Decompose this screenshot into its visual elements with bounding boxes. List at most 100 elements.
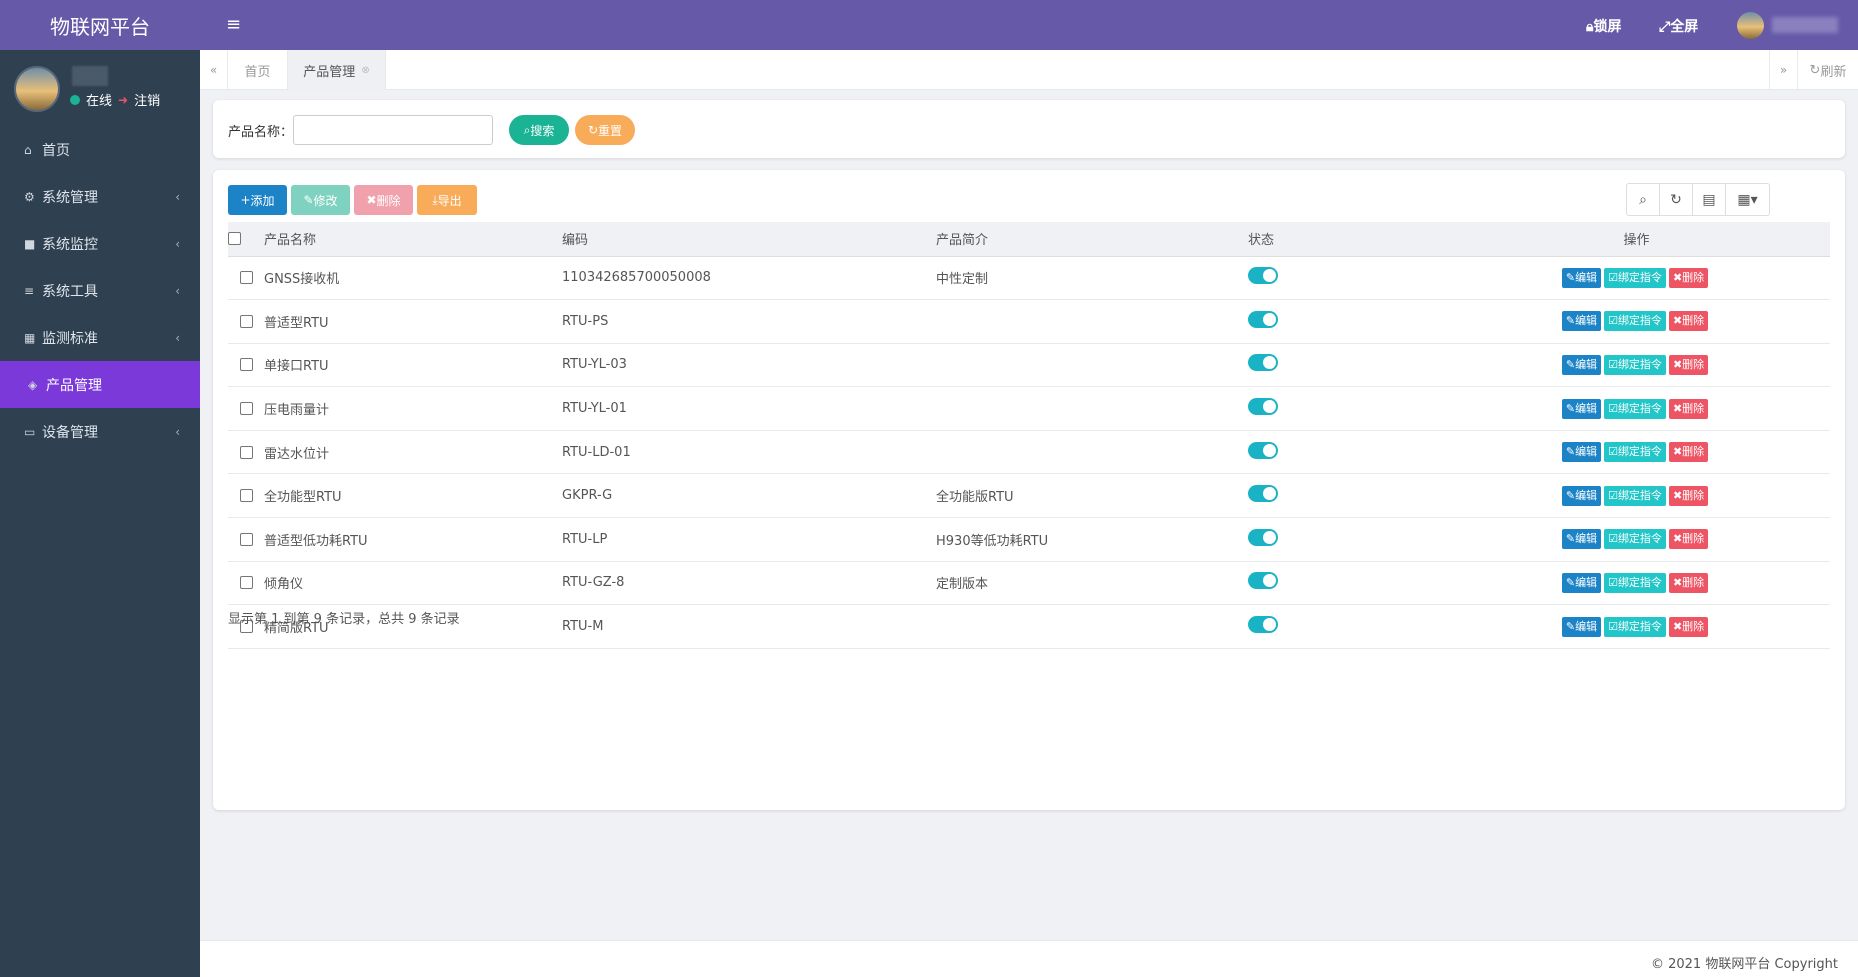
- cell-desc: [936, 386, 1248, 431]
- row-checkbox[interactable]: [239, 445, 253, 459]
- user-avatar[interactable]: [14, 66, 60, 112]
- tab-product-management[interactable]: 产品管理 ⊗: [288, 50, 386, 90]
- tabs-scroll-right-icon[interactable]: »: [1769, 50, 1797, 90]
- toggle-view-icon[interactable]: ▤: [1693, 184, 1726, 215]
- row-delete-button[interactable]: ✖删除: [1668, 485, 1709, 506]
- search-icon[interactable]: ⌕: [1627, 184, 1660, 215]
- row-bind-label: 绑定指令: [1617, 314, 1662, 328]
- row-delete-button[interactable]: ✖删除: [1668, 267, 1709, 288]
- reset-button[interactable]: ↻ 重置: [575, 115, 635, 145]
- table-row[interactable]: 压电雨量计 RTU-YL-01 ✎编辑 ☑绑定指令 ✖删除: [228, 386, 1830, 431]
- status-toggle[interactable]: [1248, 616, 1278, 634]
- row-bind-command-button[interactable]: ☑绑定指令: [1604, 616, 1666, 637]
- logout-icon[interactable]: ➜: [118, 92, 129, 107]
- status-toggle[interactable]: [1248, 485, 1278, 503]
- add-button[interactable]: + 添加: [228, 185, 287, 215]
- row-edit-button[interactable]: ✎编辑: [1561, 354, 1602, 375]
- row-checkbox[interactable]: [239, 489, 253, 503]
- chevron-left-icon: ‹: [175, 330, 180, 345]
- row-delete-button[interactable]: ✖删除: [1668, 311, 1709, 332]
- logout-link[interactable]: 注销: [134, 94, 161, 109]
- row-delete-button[interactable]: ✖删除: [1668, 398, 1709, 419]
- row-checkbox[interactable]: [239, 532, 253, 546]
- column-header-desc[interactable]: 产品简介: [936, 222, 1248, 257]
- status-toggle[interactable]: [1248, 398, 1278, 416]
- sidebar-item-product-management[interactable]: ◈ 产品管理: [0, 361, 200, 408]
- edit-icon: ✎: [303, 193, 314, 207]
- row-delete-button[interactable]: ✖删除: [1668, 529, 1709, 550]
- row-edit-button[interactable]: ✎编辑: [1561, 398, 1602, 419]
- row-edit-button[interactable]: ✎编辑: [1561, 616, 1602, 637]
- row-checkbox[interactable]: [239, 271, 253, 285]
- table-row[interactable]: 雷达水位计 RTU-LD-01 ✎编辑 ☑绑定指令 ✖删除: [228, 430, 1830, 475]
- table-row[interactable]: GNSS接收机 110342685700050008 中性定制 ✎编辑 ☑绑定指令 ✖删除: [228, 256, 1830, 301]
- row-edit-button[interactable]: ✎编辑: [1561, 267, 1602, 288]
- lock-screen-button[interactable]: 🔒︎锁屏: [1586, 16, 1621, 36]
- row-edit-button[interactable]: ✎编辑: [1561, 485, 1602, 506]
- sidebar-item-system-tools[interactable]: ≡ 系统工具 ‹: [0, 267, 200, 314]
- product-name-input[interactable]: [293, 115, 493, 145]
- cell-code: RTU-YL-01: [562, 386, 936, 431]
- header-avatar[interactable]: [1737, 12, 1764, 39]
- row-edit-button[interactable]: ✎编辑: [1561, 529, 1602, 550]
- row-checkbox[interactable]: [239, 314, 253, 328]
- edit-button[interactable]: ✎ 修改: [291, 185, 350, 215]
- row-bind-command-button[interactable]: ☑绑定指令: [1604, 572, 1666, 593]
- close-icon[interactable]: ⊗: [361, 64, 370, 76]
- row-delete-button[interactable]: ✖删除: [1668, 442, 1709, 463]
- row-checkbox[interactable]: [239, 402, 253, 416]
- table-row[interactable]: 普适型低功耗RTU RTU-LP H930等低功耗RTU ✎编辑 ☑绑定指令 ✖删除: [228, 517, 1830, 562]
- row-checkbox[interactable]: [239, 620, 253, 634]
- row-bind-command-button[interactable]: ☑绑定指令: [1604, 267, 1666, 288]
- row-delete-button[interactable]: ✖删除: [1668, 572, 1709, 593]
- row-delete-button[interactable]: ✖删除: [1668, 616, 1709, 637]
- status-toggle[interactable]: [1248, 354, 1278, 372]
- row-bind-command-button[interactable]: ☑绑定指令: [1604, 311, 1666, 332]
- search-button[interactable]: ⌕ 搜索: [509, 115, 569, 145]
- row-checkbox[interactable]: [239, 576, 253, 590]
- column-header-status[interactable]: 状态: [1248, 222, 1443, 257]
- table-row[interactable]: 单接口RTU RTU-YL-03 ✎编辑 ☑绑定指令 ✖删除: [228, 343, 1830, 388]
- pagination-info: 显示第 1 到第 9 条记录，总共 9 条记录: [228, 612, 460, 627]
- status-toggle[interactable]: [1248, 572, 1278, 590]
- menu-toggle-icon[interactable]: ≡: [226, 14, 242, 35]
- app-brand: 物联网平台: [0, 0, 200, 50]
- export-button[interactable]: ⤓ 导出: [417, 185, 477, 215]
- row-bind-command-button[interactable]: ☑绑定指令: [1604, 354, 1666, 375]
- header-user-name-blurred[interactable]: [1772, 17, 1838, 33]
- tabs-scroll-left-icon[interactable]: «: [200, 50, 228, 90]
- delete-button[interactable]: ✖ 删除: [354, 185, 413, 215]
- table-row[interactable]: 普适型RTU RTU-PS ✎编辑 ☑绑定指令 ✖删除: [228, 299, 1830, 344]
- sidebar-item-monitor-standard[interactable]: ▦ 监测标准 ‹: [0, 314, 200, 361]
- fullscreen-button[interactable]: ⤢全屏: [1659, 16, 1698, 36]
- status-toggle[interactable]: [1248, 528, 1278, 546]
- row-edit-button[interactable]: ✎编辑: [1561, 572, 1602, 593]
- row-bind-command-button[interactable]: ☑绑定指令: [1604, 442, 1666, 463]
- refresh-tab-button[interactable]: ↻ 刷新: [1797, 50, 1858, 90]
- row-bind-command-button[interactable]: ☑绑定指令: [1604, 485, 1666, 506]
- select-all-checkbox[interactable]: [228, 232, 241, 246]
- row-edit-button[interactable]: ✎编辑: [1561, 442, 1602, 463]
- table-row[interactable]: 全功能型RTU GKPR-G 全功能版RTU ✎编辑 ☑绑定指令 ✖删除: [228, 473, 1830, 519]
- refresh-icon[interactable]: ↻: [1660, 184, 1693, 215]
- sidebar-item-system-management[interactable]: ⚙ 系统管理 ‹: [0, 173, 200, 220]
- sidebar-item-home[interactable]: ⌂ 首页: [0, 126, 200, 173]
- table-row[interactable]: 倾角仪 RTU-GZ-8 定制版本 ✎编辑 ☑绑定指令 ✖删除: [228, 561, 1830, 606]
- column-header-name[interactable]: 产品名称: [264, 222, 562, 257]
- row-bind-command-button[interactable]: ☑绑定指令: [1604, 529, 1666, 550]
- table-row[interactable]: 精简版RTU RTU-M ✎编辑 ☑绑定指令 ✖删除: [228, 604, 1830, 649]
- sidebar-item-device-management[interactable]: ▭ 设备管理 ‹: [0, 408, 200, 455]
- status-toggle[interactable]: [1248, 441, 1278, 459]
- tab-home[interactable]: 首页: [228, 50, 288, 90]
- status-toggle[interactable]: [1248, 267, 1278, 285]
- edit-icon: ✎: [1565, 575, 1576, 589]
- row-bind-command-button[interactable]: ☑绑定指令: [1604, 398, 1666, 419]
- status-toggle[interactable]: [1248, 310, 1278, 328]
- row-checkbox[interactable]: [239, 358, 253, 372]
- row-delete-button[interactable]: ✖删除: [1668, 354, 1709, 375]
- row-edit-button[interactable]: ✎编辑: [1561, 311, 1602, 332]
- sidebar-menu: ⌂ 首页 ⚙ 系统管理 ‹ ■ 系统监控 ‹ ≡ 系统工具 ‹ ▦ 监测标准 ‹ ◈ 产品管理 ▭ 设…: [0, 126, 200, 455]
- column-header-code[interactable]: 编码: [562, 222, 936, 257]
- sidebar-item-system-monitor[interactable]: ■ 系统监控 ‹: [0, 220, 200, 267]
- columns-icon[interactable]: ▦▾: [1737, 191, 1758, 208]
